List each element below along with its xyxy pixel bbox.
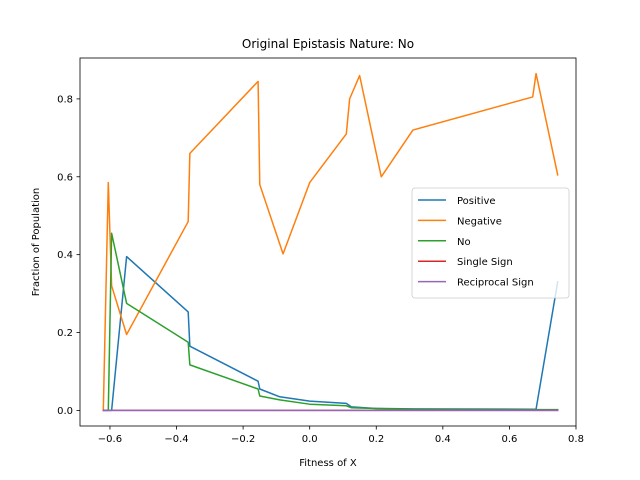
legend-entry-label: Negative bbox=[457, 216, 502, 227]
y-axis-label: Fraction of Population bbox=[31, 188, 42, 296]
legend-box bbox=[411, 187, 570, 299]
legend-entry-label: Reciprocal Sign bbox=[457, 278, 534, 289]
x-tick-label: 0.0 bbox=[302, 434, 318, 445]
x-axis-ticks: −0.6 −0.4 −0.2 0.0 0.2 0.4 0.6 0.8 bbox=[98, 426, 584, 445]
axes-frame bbox=[79, 57, 577, 427]
x-tick-label: −0.2 bbox=[231, 434, 255, 445]
x-tick-label: −0.4 bbox=[164, 434, 188, 445]
legend-entry-label: Single Sign bbox=[457, 257, 513, 268]
legend-entry-label: No bbox=[457, 237, 471, 248]
y-tick-label: 0.8 bbox=[57, 94, 73, 105]
legend: Positive Negative No Single Sign Reciprocal … bbox=[411, 187, 570, 299]
series-line-negative bbox=[102, 72, 559, 412]
x-tick-label: 0.2 bbox=[368, 434, 384, 445]
legend-entry-label: Positive bbox=[457, 196, 496, 207]
x-tick-label: −0.6 bbox=[98, 434, 122, 445]
x-tick-label: 0.8 bbox=[568, 434, 584, 445]
y-tick-label: 0.4 bbox=[57, 250, 73, 261]
x-tick-label: 0.4 bbox=[435, 434, 451, 445]
y-tick-label: 0.0 bbox=[57, 406, 73, 417]
series-layer bbox=[102, 72, 559, 412]
y-tick-label: 0.2 bbox=[57, 328, 73, 339]
x-axis-label: Fitness of X bbox=[299, 458, 357, 469]
series-line-no bbox=[102, 232, 559, 412]
x-tick-label: 0.6 bbox=[501, 434, 517, 445]
y-tick-label: 0.6 bbox=[57, 172, 73, 183]
chart-title: Original Epistasis Nature: No bbox=[242, 37, 414, 51]
y-axis-ticks: 0.0 0.2 0.4 0.6 0.8 bbox=[57, 94, 80, 417]
